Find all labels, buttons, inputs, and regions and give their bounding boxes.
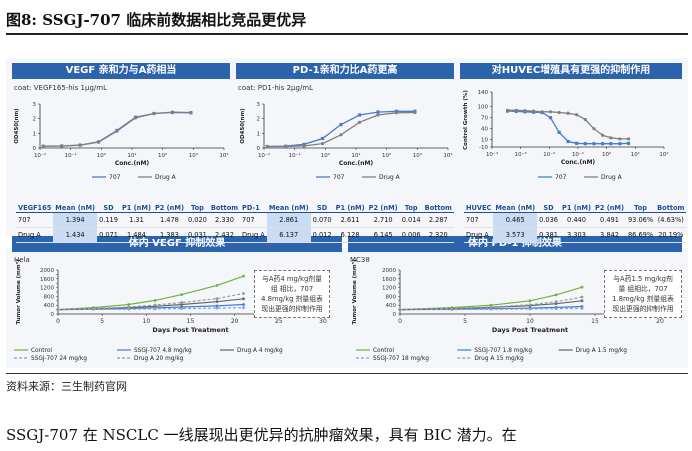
table-cell: 1.478 [152,212,186,228]
table-header-cell: P2 (nM) [152,190,186,213]
table-cell: 0.465 [493,212,538,228]
table-header-cell: Bottom [208,190,241,213]
table-cell: (4.63%) [655,212,687,228]
table-header-cell: Mean (nM) [266,190,311,213]
table-header-cell: SD [97,190,120,213]
table-header-cell: Bottom [422,190,454,213]
body-text: SSGJ-707 在 NSCLC 一线展现出更优异的抗肿瘤效果，具有 BIC 潜… [6,426,517,444]
table-cell: 6.128 [333,227,367,243]
table-cell: 1.434 [53,227,98,243]
table-cell: 1.31 [119,212,153,228]
table-cell: 2.432 [208,227,241,243]
table-header-cell: Bottom [655,190,687,213]
table-header-cell: SD [537,190,560,213]
table-row: Drug A 6.137 0.012 6.128 6.145 0.006 2.320 [240,227,454,243]
table-cell: 0.020 [185,212,209,228]
table-cell: 2.611 [333,212,367,228]
table-cell: 0.036 [537,212,560,228]
table-row: Drug A 1.434 0.071 1.484 1.383 0.031 2.432 [16,227,241,243]
table-cell: 2.710 [366,212,400,228]
table-cell: Drug A [16,227,54,243]
source-rule [6,373,688,374]
table-cell: 86.69% [625,227,656,243]
table-header-cell: P2 (nM) [592,190,626,213]
table-cell: 0.491 [592,212,626,228]
table-cell: 2.320 [422,227,454,243]
table-header-cell: Mean (nM) [493,190,538,213]
table-cell: 0.071 [97,227,120,243]
table-cell: 707 [464,212,494,228]
panel2-header: PD-1亲和力比A药更高 [236,63,454,79]
table-cell: 0.012 [310,227,334,243]
table-cell: 0.381 [537,227,560,243]
table-cell: 6.137 [266,227,311,243]
panel1-header: VEGF 亲和力与A药相当 [12,63,230,79]
table-cell: 0.440 [559,212,593,228]
table-cell: 3.842 [592,227,626,243]
table-cell: 3.573 [493,227,538,243]
table-cell: 2.861 [266,212,311,228]
table-cell: 0.119 [97,212,120,228]
table-header-cell: PD-1 [240,190,267,213]
pd1-note: 与A药1.5 mg/kg剂量 组相比，707 1.8mg/kg 剂量组表 现出更… [604,270,682,318]
table-header-cell: P2 (nM) [366,190,400,213]
table-row: Drug A 3.573 0.381 3.303 3.842 86.69% 20.19% [464,227,687,243]
table-cell: 1.484 [119,227,153,243]
table-header-cell: P1 (nM) [119,190,153,213]
table-header-cell: Mean (nM) [53,190,98,213]
table-cell: 1.394 [53,212,98,228]
table-cell: 707 [240,212,267,228]
table-cell: 0.006 [399,227,423,243]
table-header-cell: SD [310,190,334,213]
table-cell: 3.303 [559,227,593,243]
table-cell: 6.145 [366,227,400,243]
pd1-table: PD-1 Mean (nM) SD P1 (nM) P2 (nM) Top Bottom 70… [240,190,454,243]
vegf-table: VEGF165 Mean (nM) SD P1 (nM) P2 (nM) Top Botto… [16,190,241,243]
table-header-cell: Top [185,190,209,213]
table-row: 707 2.861 0.070 2.611 2.710 0.014 2.287 [240,212,454,228]
table-header-cell: Top [399,190,423,213]
table-cell: 20.19% [655,227,687,243]
table-cell: Drug A [464,227,494,243]
table-row: 707 0.465 0.036 0.440 0.491 93.06% (4.63%) [464,212,687,228]
table-cell: 0.031 [185,227,209,243]
table-cell: 707 [16,212,54,228]
table-cell: 2.287 [422,212,454,228]
figure-title: 图8: SSGJ-707 临床前数据相比竞品更优异 [6,11,307,29]
table-row: 707 1.394 0.119 1.31 1.478 0.020 2.330 [16,212,241,228]
table-header-cell: Top [625,190,656,213]
table-header-cell: VEGF165 [16,190,54,213]
table-cell: Drug A [240,227,267,243]
table-header-cell: HUVEC [464,190,494,213]
source-note: 资料来源：三生制药官网 [6,380,127,393]
huvec-table: HUVEC Mean (nM) SD P1 (nM) P2 (nM) Top Bottom 7… [464,190,687,243]
table-cell: 0.070 [310,212,334,228]
title-rule [6,33,688,35]
table-cell: 1.383 [152,227,186,243]
table-cell: 93.06% [625,212,656,228]
panel3-header: 对HUVEC增殖具有更强的抑制作用 [460,63,682,79]
table-cell: 2.330 [208,212,241,228]
table-cell: 0.014 [399,212,423,228]
bottom-panels-bg [6,248,688,368]
table-header-cell: P1 (nM) [559,190,593,213]
table-header-cell: P1 (nM) [333,190,367,213]
vegf-note: 与A药4 mg/kg剂量组 相比，707 4.8mg/kg 剂量组表 现出更强的… [254,270,330,318]
